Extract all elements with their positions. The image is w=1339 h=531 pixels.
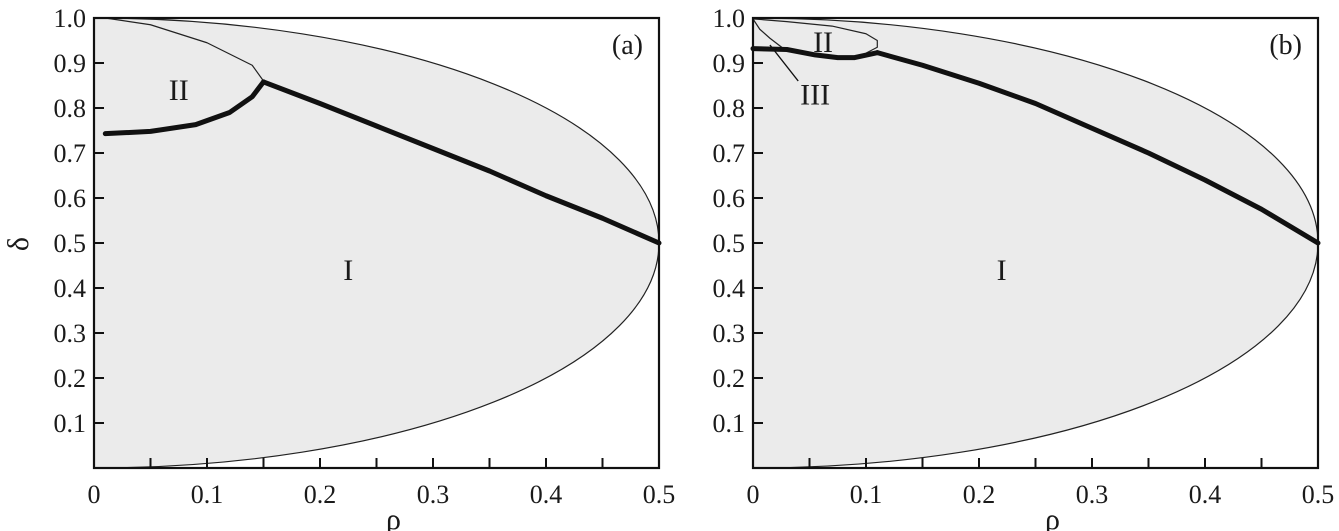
y-tick-label: 0.1	[713, 409, 746, 438]
y-tick-label: 0.1	[54, 409, 87, 438]
y-tick-label: 0.8	[54, 94, 87, 123]
panel-tag: (a)	[612, 30, 643, 61]
panel-a: 0 0.1 0.2 0.3 0.4 0.5 0.1 0.2 0.3 0.4 0.5 0.6 0.7 0.8…	[54, 4, 676, 531]
x-tick-label: 0.5	[643, 480, 676, 509]
x-tick-label: 0.1	[191, 480, 224, 509]
y-tick-label: 0.5	[54, 229, 87, 258]
x-axis-label: ρ	[386, 503, 401, 531]
thick-boundary-curve	[102, 79, 266, 137]
thin-boundary-curve	[752, 18, 878, 54]
filled-region	[94, 18, 659, 468]
y-tick-label: 0.4	[713, 274, 746, 303]
filled-region	[753, 18, 1318, 468]
x-tick-label: 0.5	[1302, 480, 1335, 509]
x-tick-label: 0.1	[850, 480, 883, 509]
thick-boundary-curve	[261, 79, 662, 246]
y-tick-label: 0.3	[54, 319, 87, 348]
x-tick-label: 0.3	[417, 480, 450, 509]
x-tick-label: 0	[747, 480, 760, 509]
thin-boundary-curve	[752, 18, 786, 50]
thick-boundary-curve	[874, 50, 1321, 246]
x-tick-label: 0.2	[963, 480, 996, 509]
x-tick-label: 0.4	[530, 480, 563, 509]
y-tick-label: 0.3	[713, 319, 746, 348]
region-label: II	[169, 74, 189, 107]
y-tick-label: 0.2	[713, 364, 746, 393]
y-tick-label: 0.9	[713, 49, 746, 78]
y-tick-label: 0.2	[54, 364, 87, 393]
y-tick-label: 0.5	[713, 229, 746, 258]
x-tick-label: 0.4	[1189, 480, 1222, 509]
y-tick-label: 0.6	[54, 184, 87, 213]
y-tick-label: 0.8	[713, 94, 746, 123]
region-label: I	[997, 254, 1007, 287]
y-tick-label: 0.7	[713, 139, 746, 168]
y-tick-label: 0.9	[54, 49, 87, 78]
panel-b: 0 0.1 0.2 0.3 0.4 0.5 0.1 0.2 0.3 0.4 0.5 0.6 0.7 0.8…	[713, 4, 1335, 531]
x-axis-label: ρ	[1045, 503, 1060, 531]
y-tick-label: 0.7	[54, 139, 87, 168]
thin-boundary-curve	[105, 17, 264, 82]
x-tick-label: 0	[88, 480, 101, 509]
thick-boundary-curve	[750, 46, 880, 61]
panel-tag: (b)	[1269, 30, 1302, 61]
y-tick-label: 0.6	[713, 184, 746, 213]
region-label: III	[800, 79, 830, 112]
y-tick-label: 1.0	[713, 4, 746, 33]
y-tick-label: 0.4	[54, 274, 87, 303]
region-label: II	[813, 26, 833, 59]
x-tick-label: 0.3	[1076, 480, 1109, 509]
region-label: I	[343, 254, 353, 287]
x-tick-label: 0.2	[304, 480, 337, 509]
y-axis-label: δ	[2, 237, 35, 251]
region-pointer-line	[769, 44, 799, 82]
y-tick-label: 1.0	[54, 4, 87, 33]
